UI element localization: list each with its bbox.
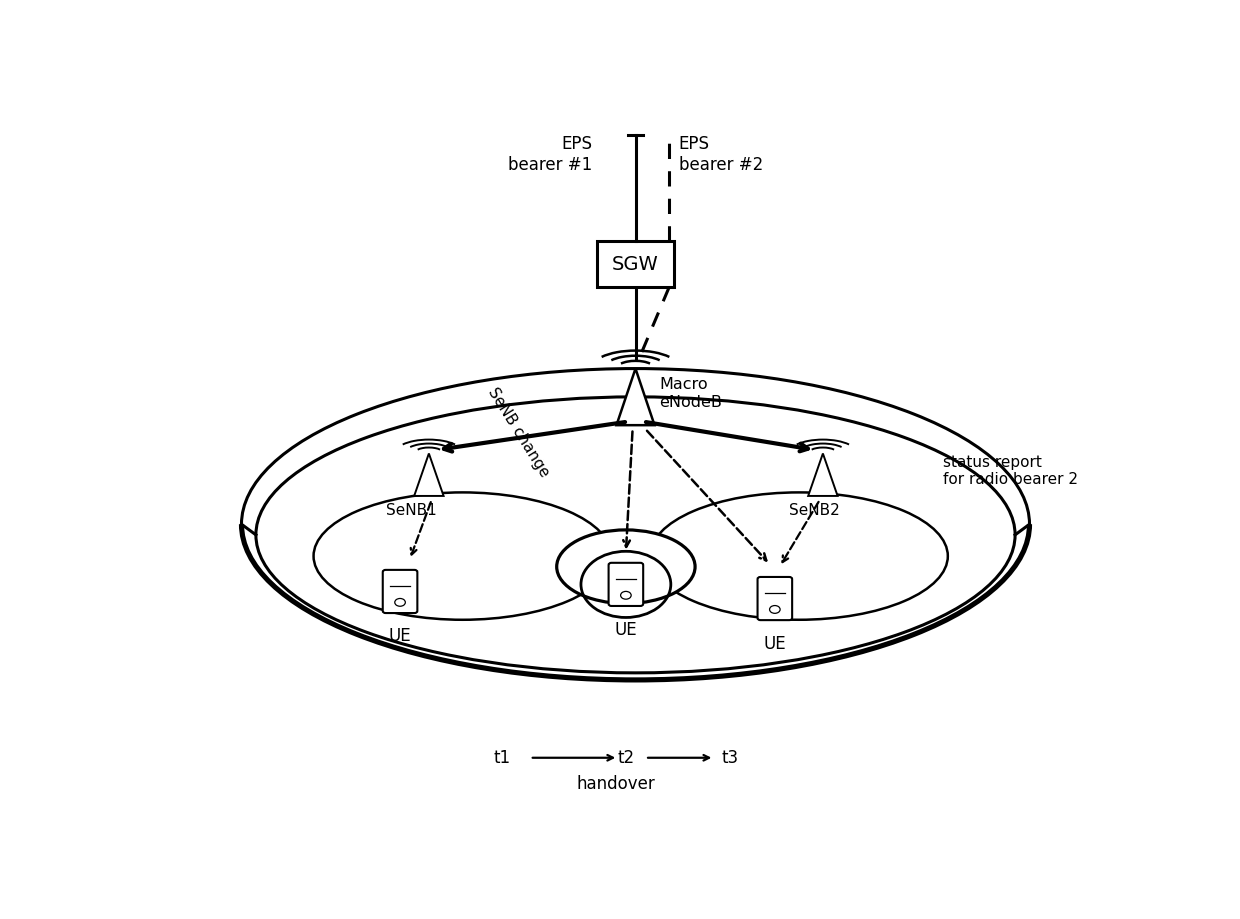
Text: EPS
bearer #1: EPS bearer #1 (508, 135, 593, 174)
Text: UE: UE (764, 635, 786, 653)
Polygon shape (808, 453, 837, 496)
Text: SeNB1: SeNB1 (386, 503, 436, 518)
FancyBboxPatch shape (758, 577, 792, 620)
Polygon shape (414, 453, 444, 496)
Text: t1: t1 (494, 749, 511, 766)
Text: SGW: SGW (613, 255, 658, 274)
Ellipse shape (557, 530, 696, 604)
Text: SeNB change: SeNB change (485, 385, 552, 480)
Text: Macro
eNodeB: Macro eNodeB (660, 377, 723, 410)
Text: UE: UE (389, 627, 412, 645)
Bar (596, 241, 675, 287)
Text: t2: t2 (618, 749, 635, 766)
Ellipse shape (650, 493, 947, 619)
Text: t3: t3 (722, 749, 739, 766)
Ellipse shape (314, 493, 611, 619)
Ellipse shape (242, 369, 1029, 680)
Text: handover: handover (577, 776, 656, 793)
Text: EPS
bearer #2: EPS bearer #2 (678, 135, 763, 174)
Text: status report
for radio bearer 2: status report for radio bearer 2 (942, 455, 1078, 487)
Text: UE: UE (615, 621, 637, 640)
Text: SeNB2: SeNB2 (789, 503, 839, 518)
FancyBboxPatch shape (609, 562, 644, 606)
Polygon shape (616, 369, 655, 425)
FancyBboxPatch shape (383, 570, 418, 613)
